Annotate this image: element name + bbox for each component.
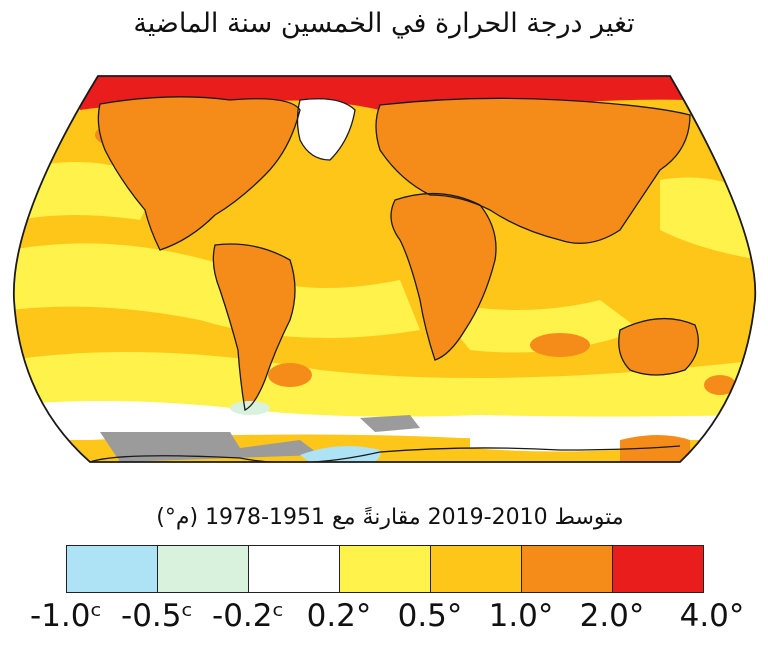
greenland-land — [297, 98, 355, 160]
southern-ocean-yellow-band — [13, 352, 756, 420]
southern-ocean-light-green-patch — [230, 401, 270, 415]
legend-swatch-neg02 — [249, 546, 340, 592]
legend-tick-label: 4.0° — [679, 598, 745, 634]
tasman-orange-patch — [704, 375, 736, 395]
antarctica-east-orange — [620, 435, 690, 462]
coastlines — [89, 96, 699, 462]
antarctica-no-data-east — [360, 415, 420, 432]
color-scale-bar — [66, 545, 704, 593]
antarctica-no-data-west — [100, 432, 320, 462]
south-america-land — [213, 244, 295, 410]
legend-tick-label: 1.0° — [488, 598, 554, 634]
world-temperature-map — [12, 75, 757, 463]
bering-orange-patch — [95, 123, 145, 147]
legend-title: متوسط 2010-2019 مقارنةً مع 1951-1978 (م°… — [156, 505, 624, 530]
antarctica-white-region — [470, 428, 640, 452]
legend-tick-label: -1.0ᶜ — [30, 598, 102, 634]
legend-tick-label: -0.5ᶜ — [121, 598, 193, 634]
map-title: تغير درجة الحرارة في الخمسين سنة الماضية — [133, 8, 635, 39]
arctic-warming-region — [80, 76, 690, 110]
legend-swatch-05 — [431, 546, 522, 592]
tropical-pacific-yellow-band — [13, 243, 420, 338]
indian-ocean-orange-patch — [530, 333, 590, 357]
legend-tick-label: -0.2ᶜ — [212, 598, 284, 634]
legend-tick-label: 2.0° — [579, 598, 645, 634]
legend-tick-label: 0.2° — [306, 598, 372, 634]
legend-ticks: -1.0ᶜ -0.5ᶜ -0.2ᶜ 0.2° 0.5° 1.0° 2.0° 4.… — [0, 598, 768, 648]
legend-swatch-neg10 — [67, 546, 158, 592]
south-atlantic-orange-patch — [268, 363, 312, 387]
legend-swatch-20 — [613, 546, 703, 592]
map-border — [12, 75, 757, 463]
eurasia-land — [376, 98, 690, 244]
legend-swatch-10 — [522, 546, 613, 592]
antarctica-cooling-patch — [300, 446, 381, 462]
legend-tick-label: 0.5° — [397, 598, 463, 634]
indian-ocean-yellow-band — [430, 300, 640, 353]
legend-swatch-02 — [340, 546, 431, 592]
north-america-land — [98, 96, 300, 250]
australia-land — [618, 318, 699, 375]
africa-land — [391, 193, 496, 360]
legend-swatch-neg05 — [158, 546, 249, 592]
